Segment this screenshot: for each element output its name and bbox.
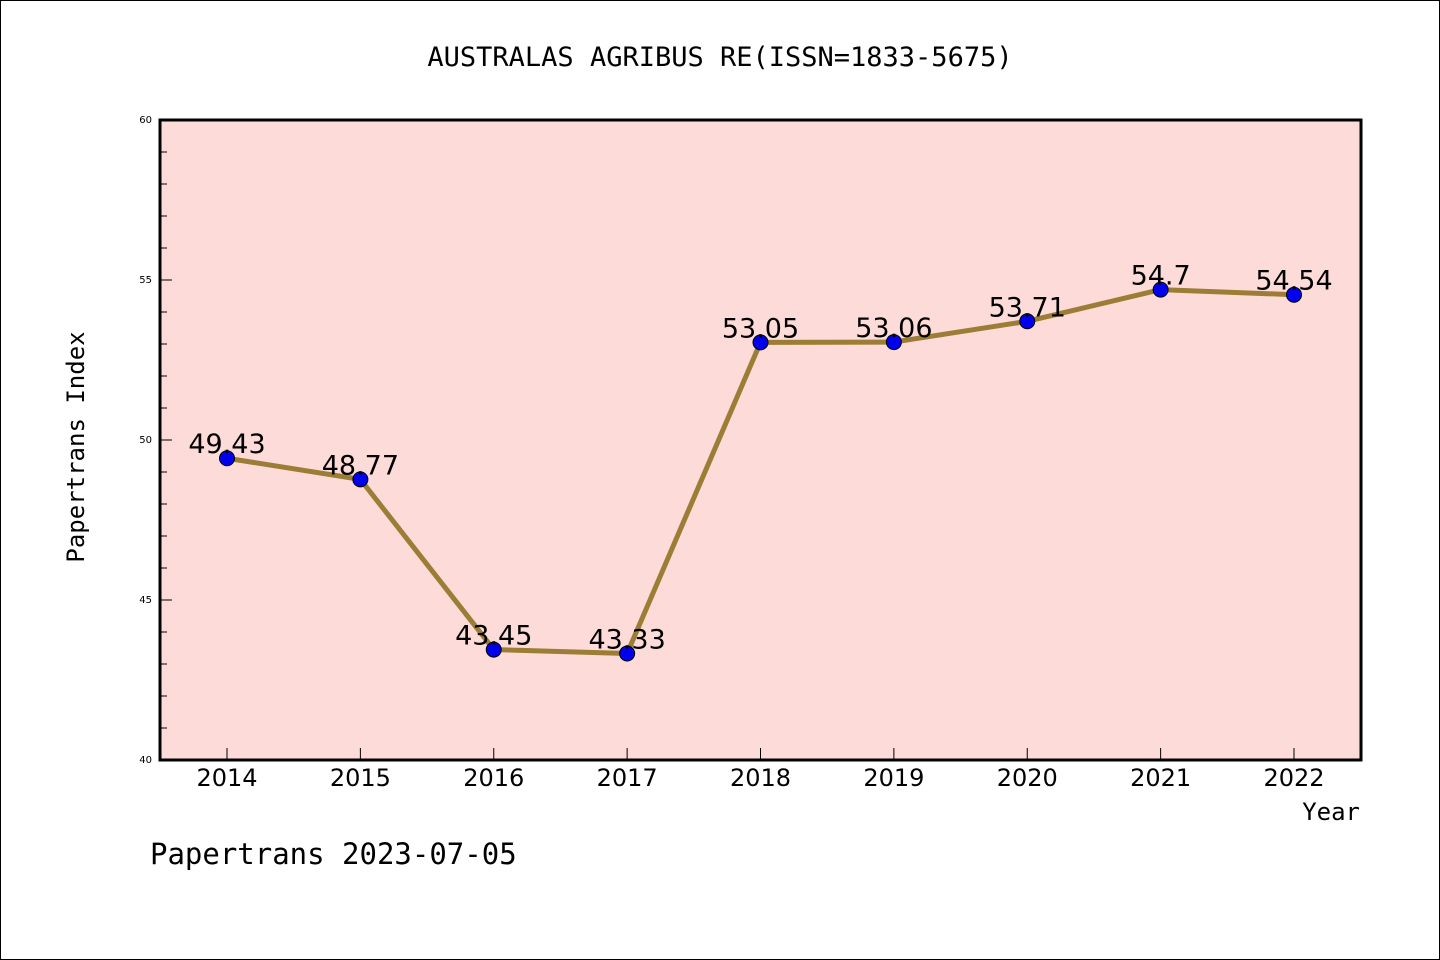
footer-note: Papertrans 2023-07-05 <box>150 837 517 871</box>
y-tick-label: 55 <box>139 275 152 286</box>
data-point <box>352 471 369 488</box>
x-tick-label: 2022 <box>1263 764 1324 792</box>
data-point <box>1019 313 1036 330</box>
x-tick-label: 2019 <box>863 764 924 792</box>
data-label: 53.06 <box>855 313 932 344</box>
data-point <box>1152 281 1169 298</box>
data-label: 53.05 <box>722 313 799 344</box>
data-point <box>219 450 235 467</box>
chart-title: AUSTRALAS AGRIBUS RE(ISSN=1833-5675) <box>427 42 1012 73</box>
data-label: 43.33 <box>588 624 665 655</box>
x-tick-label: 2014 <box>196 764 257 792</box>
x-tick-label: 2016 <box>463 764 524 792</box>
plot-area <box>160 120 1361 760</box>
y-tick-label: 40 <box>139 755 152 766</box>
y-tick-label: 45 <box>139 595 152 606</box>
data-point <box>485 641 502 658</box>
x-tick-label: 2017 <box>597 764 658 792</box>
data-point <box>885 334 902 351</box>
x-tick-label: 2018 <box>730 764 791 792</box>
data-point <box>752 334 769 351</box>
data-label: 49.43 <box>188 429 265 460</box>
x-tick-label: 2020 <box>997 764 1058 792</box>
data-label: 54.54 <box>1255 266 1332 297</box>
data-label: 48.77 <box>322 450 399 481</box>
series-layer <box>219 281 1302 662</box>
x-tick-label: 2015 <box>330 764 391 792</box>
data-point <box>619 645 636 662</box>
data-label: 53.71 <box>989 292 1066 323</box>
data-label: 43.45 <box>455 621 532 652</box>
data-label: 54.7 <box>1131 261 1191 292</box>
y-axis-label: Papertrans Index <box>62 331 90 562</box>
y-tick-label: 50 <box>139 435 152 446</box>
x-tick-label: 2021 <box>1130 764 1191 792</box>
x-axis-label: Year <box>1302 798 1360 826</box>
data-labels: 49.43 48.77 43.45 43.33 53.05 53.06 53.71 54.7 5… <box>188 261 1332 656</box>
y-tick-label: 60 <box>139 115 152 126</box>
plot-border <box>158 118 1363 762</box>
data-point <box>1286 286 1302 303</box>
x-axis: 2014 2015 2016 2017 2018 2019 2020 2021 2022 <box>196 748 1325 792</box>
